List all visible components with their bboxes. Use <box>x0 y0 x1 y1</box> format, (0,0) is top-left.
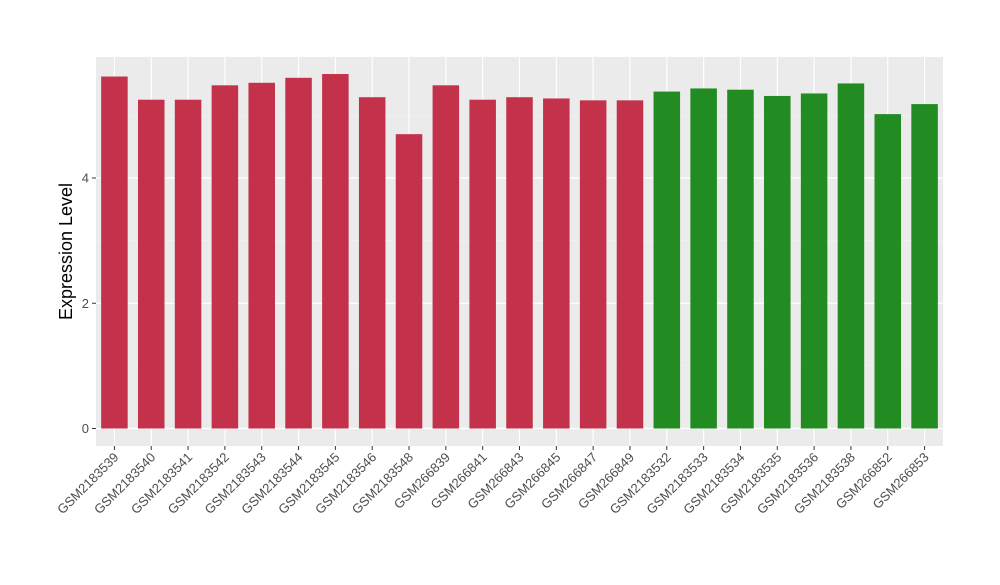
x-axis: GSM2183539GSM2183540GSM2183541GSM2183542… <box>54 446 932 517</box>
bar-GSM2183533 <box>690 88 717 429</box>
bar-GSM2183548 <box>395 134 423 429</box>
bar-GSM266853 <box>911 104 938 429</box>
bar-GSM2183538 <box>837 83 865 429</box>
bar-GSM2183532 <box>653 91 681 429</box>
bar-GSM2183539 <box>101 76 128 429</box>
bar-GSM2183540 <box>137 99 165 429</box>
bar-GSM266845 <box>543 98 570 429</box>
y-axis-title: Expression Level <box>56 183 76 320</box>
bar-GSM266839 <box>432 85 460 429</box>
bar-GSM2183542 <box>211 85 239 429</box>
bar-GSM266847 <box>579 100 607 429</box>
bars-group <box>101 74 938 429</box>
bar-GSM266849 <box>616 100 644 429</box>
bar-GSM2183543 <box>248 82 275 429</box>
bar-GSM266852 <box>874 114 902 429</box>
y-axis: 0 2 4 <box>82 171 96 436</box>
bar-GSM2183536 <box>800 93 828 429</box>
y-tick-label: 2 <box>82 296 89 311</box>
bar-GSM2183534 <box>727 89 754 429</box>
y-tick-label: 4 <box>82 171 89 186</box>
bar-GSM266843 <box>506 97 533 429</box>
bar-GSM2183544 <box>285 77 312 429</box>
bar-GSM2183545 <box>322 74 349 429</box>
bar-GSM2183541 <box>174 99 202 429</box>
bar-GSM266841 <box>469 99 496 429</box>
bar-GSM2183535 <box>764 95 791 429</box>
y-tick-label: 0 <box>82 421 89 436</box>
bar-GSM2183546 <box>358 97 386 429</box>
